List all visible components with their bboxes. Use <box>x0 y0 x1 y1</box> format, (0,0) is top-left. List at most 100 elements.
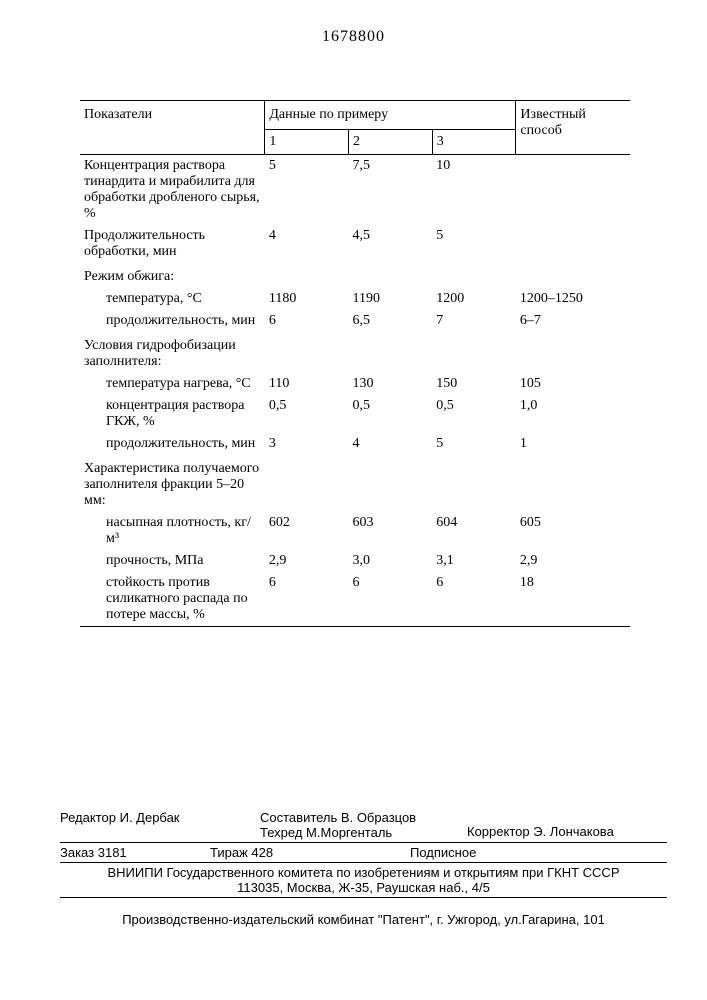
cell-example-1 <box>265 455 349 512</box>
th-col-3: 3 <box>432 130 516 155</box>
cell-example-3: 10 <box>432 155 516 226</box>
cell-example-2: 6,5 <box>349 310 433 332</box>
document-number: 1678800 <box>0 28 707 46</box>
cell-example-1: 3 <box>265 433 349 455</box>
cell-known <box>516 455 630 512</box>
cell-example-1 <box>265 263 349 288</box>
cell-example-3: 6 <box>432 572 516 627</box>
cell-example-1: 110 <box>265 373 349 395</box>
cell-example-2 <box>349 455 433 512</box>
cell-example-1 <box>265 332 349 373</box>
row-label: температура, °С <box>80 288 265 310</box>
cell-example-1: 6 <box>265 572 349 627</box>
row-label: Условия гидрофобизации заполнителя: <box>80 332 265 373</box>
cell-example-1: 602 <box>265 512 349 550</box>
org-name: ВНИИПИ Государственного комитета по изоб… <box>60 865 667 880</box>
footer-org: ВНИИПИ Государственного комитета по изоб… <box>60 863 667 898</box>
cell-known <box>516 155 630 226</box>
table-row: прочность, МПа2,93,03,12,9 <box>80 550 630 572</box>
order-label: Заказ <box>60 845 94 860</box>
cell-example-3 <box>432 263 516 288</box>
techred-name: М.Моргенталь <box>306 825 392 840</box>
table-row: концентрация раствора ГКЖ, %0,50,50,51,0 <box>80 395 630 433</box>
cell-example-3 <box>432 332 516 373</box>
cell-example-2: 4,5 <box>349 225 433 263</box>
th-col-2: 2 <box>349 130 433 155</box>
row-label: концентрация раствора ГКЖ, % <box>80 395 265 433</box>
cell-example-2: 3,0 <box>349 550 433 572</box>
cell-example-2 <box>349 263 433 288</box>
cell-example-3 <box>432 455 516 512</box>
cell-example-2: 7,5 <box>349 155 433 226</box>
cell-known: 1,0 <box>516 395 630 433</box>
row-label: прочность, МПа <box>80 550 265 572</box>
table-row: продолжительность, мин3451 <box>80 433 630 455</box>
cell-known: 105 <box>516 373 630 395</box>
cell-known: 1200–1250 <box>516 288 630 310</box>
row-label: Продолжительность обработки, мин <box>80 225 265 263</box>
row-label: температура нагрева, °С <box>80 373 265 395</box>
cell-known: 1 <box>516 433 630 455</box>
table-row: стойкость против силикатного распада по … <box>80 572 630 627</box>
footer-press: Производственно-издательский комбинат "П… <box>60 898 667 927</box>
th-indicators: Показатели <box>80 101 265 155</box>
row-label: продолжительность, мин <box>80 310 265 332</box>
editor: Редактор И. Дербак <box>60 810 260 840</box>
cell-example-2: 0,5 <box>349 395 433 433</box>
data-table: Показатели Данные по примеру Известный с… <box>80 100 630 627</box>
cell-example-1: 1180 <box>265 288 349 310</box>
cell-example-3: 3,1 <box>432 550 516 572</box>
cell-example-1: 0,5 <box>265 395 349 433</box>
page: 1678800 Показатели Данные по примеру Изв… <box>0 0 707 1000</box>
cell-example-2: 6 <box>349 572 433 627</box>
row-label: продолжительность, мин <box>80 433 265 455</box>
corrector-name: Э. Лончакова <box>533 824 614 839</box>
row-label: Характеристика получаемого заполнителя ф… <box>80 455 265 512</box>
subscription: Подписное <box>410 845 476 860</box>
row-label: Режим обжига: <box>80 263 265 288</box>
cell-example-1: 2,9 <box>265 550 349 572</box>
cell-example-3: 5 <box>432 433 516 455</box>
tirazh-label: Тираж <box>210 845 248 860</box>
compiler-techred: Составитель В. Образцов Техред М.Моргент… <box>260 810 467 840</box>
techred-label: Техред <box>260 825 302 840</box>
row-label: Концентрация раствора тинардита и мираби… <box>80 155 265 226</box>
table-row: Характеристика получаемого заполнителя ф… <box>80 455 630 512</box>
table-row: насыпная плотность, кг/м³602603604605 <box>80 512 630 550</box>
cell-known <box>516 263 630 288</box>
th-by-example: Данные по примеру <box>265 101 516 130</box>
table-row: Продолжительность обработки, мин44,55 <box>80 225 630 263</box>
cell-example-1: 4 <box>265 225 349 263</box>
table-row: Концентрация раствора тинардита и мираби… <box>80 155 630 226</box>
editor-name: И. Дербак <box>120 810 180 825</box>
cell-example-2: 1190 <box>349 288 433 310</box>
cell-example-3: 5 <box>432 225 516 263</box>
cell-known: 6–7 <box>516 310 630 332</box>
th-col-1: 1 <box>265 130 349 155</box>
th-known-method: Известный способ <box>516 101 630 155</box>
table-row: температура, °С1180119012001200–1250 <box>80 288 630 310</box>
cell-example-2 <box>349 332 433 373</box>
row-label: насыпная плотность, кг/м³ <box>80 512 265 550</box>
footer-order: Заказ 3181 Тираж 428 Подписное <box>60 843 667 863</box>
cell-known: 18 <box>516 572 630 627</box>
cell-example-3: 150 <box>432 373 516 395</box>
cell-known <box>516 225 630 263</box>
cell-example-3: 604 <box>432 512 516 550</box>
cell-example-3: 0,5 <box>432 395 516 433</box>
table-row: продолжительность, мин66,576–7 <box>80 310 630 332</box>
cell-example-2: 130 <box>349 373 433 395</box>
cell-example-2: 4 <box>349 433 433 455</box>
org-addr: 113035, Москва, Ж-35, Раушская наб., 4/5 <box>60 880 667 895</box>
table-body: Концентрация раствора тинардита и мираби… <box>80 155 630 627</box>
footer-credits: Редактор И. Дербак Составитель В. Образц… <box>60 810 667 843</box>
compiler-name: В. Образцов <box>341 810 416 825</box>
corrector: Корректор Э. Лончакова <box>467 810 667 840</box>
tirazh-no: 428 <box>251 845 273 860</box>
editor-label: Редактор <box>60 810 116 825</box>
cell-example-1: 6 <box>265 310 349 332</box>
cell-example-1: 5 <box>265 155 349 226</box>
cell-known <box>516 332 630 373</box>
cell-example-3: 7 <box>432 310 516 332</box>
table-row: Режим обжига: <box>80 263 630 288</box>
